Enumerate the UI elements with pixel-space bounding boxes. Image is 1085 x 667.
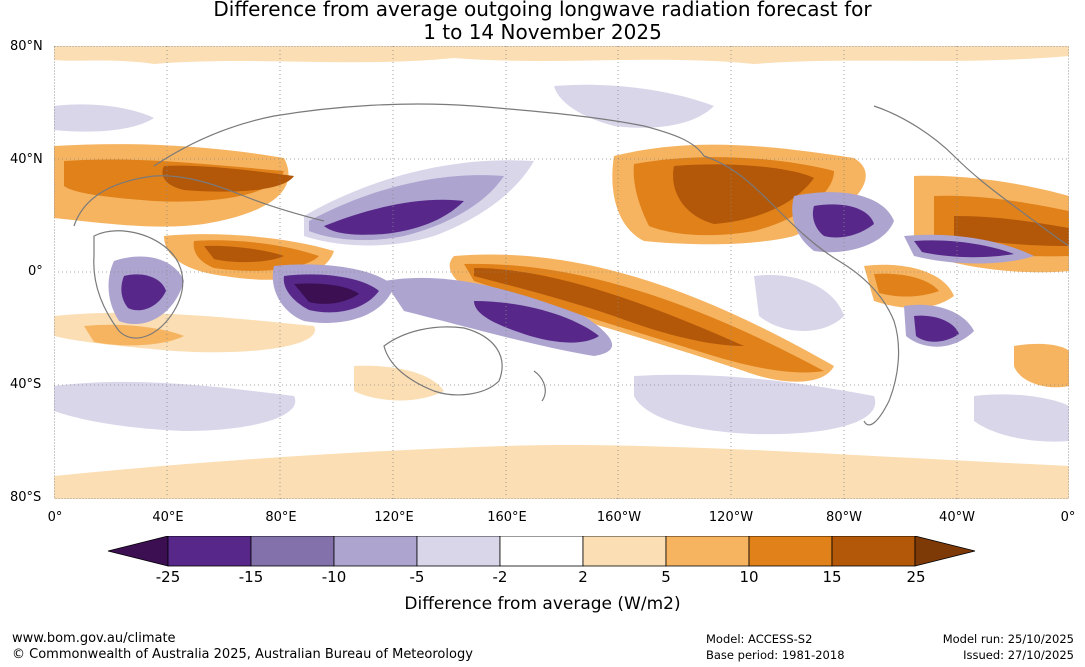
lon-label-0-left: 0° — [47, 510, 63, 525]
colorbar-label: Difference from average (W/m2) — [404, 594, 681, 614]
colorbar-segment-4 — [499, 536, 584, 567]
colorbar-segment-8 — [831, 536, 916, 567]
lon-label-0-right: 0° — [1060, 510, 1076, 525]
footer-model-run: Model run: 25/10/2025 — [942, 632, 1074, 646]
lat-label-40n: 40°N — [10, 152, 43, 167]
colorbar-tick-10: 10 — [739, 568, 759, 586]
colorbar-tick-5: 5 — [661, 568, 671, 586]
colorbar — [107, 536, 976, 567]
lon-label-80w: 80°W — [826, 510, 862, 525]
lon-label-120e: 120°E — [374, 510, 414, 525]
lon-label-40w: 40°W — [939, 510, 975, 525]
lon-label-120w: 120°W — [708, 510, 754, 525]
footer-issued: Issued: 27/10/2025 — [963, 648, 1074, 662]
colorbar-segment-3 — [416, 536, 501, 567]
coastlines — [73, 103, 1069, 426]
colorbar-tick-neg2: -2 — [492, 568, 508, 586]
footer-base-period: Base period: 1981-2018 — [706, 648, 845, 662]
colorbar-tick-neg10: -10 — [321, 568, 347, 586]
lon-label-40e: 40°E — [152, 510, 184, 525]
colorbar-extend-high — [914, 536, 976, 567]
colorbar-tick-neg15: -15 — [238, 568, 264, 586]
lon-label-160w: 160°W — [596, 510, 642, 525]
colorbar-segment-1 — [250, 536, 335, 567]
footer-model: Model: ACCESS-S2 — [706, 632, 813, 646]
lat-label-0: 0° — [28, 264, 43, 279]
colorbar-tick-25: 25 — [906, 568, 926, 586]
olr-anomaly-map — [54, 46, 1069, 499]
colorbar-segment-7 — [748, 536, 833, 567]
map-title-line1: Difference from average outgoing longwav… — [213, 0, 872, 21]
colorbar-segment-2 — [333, 536, 418, 567]
map-title-line2: 1 to 14 November 2025 — [423, 20, 662, 44]
colorbar-segment-5 — [582, 536, 667, 567]
lat-label-80n: 80°N — [10, 39, 43, 54]
colorbar-tick-neg5: -5 — [409, 568, 425, 586]
footer-copyright: © Commonwealth of Australia 2025, Austra… — [12, 647, 473, 662]
colorbar-tick-15: 15 — [822, 568, 842, 586]
colorbar-tick-neg25: -25 — [155, 568, 181, 586]
colorbar-extend-low — [107, 536, 169, 567]
lon-label-160e: 160°E — [487, 510, 527, 525]
colorbar-segment-6 — [665, 536, 750, 567]
colorbar-tick-2: 2 — [578, 568, 588, 586]
footer-url: www.bom.gov.au/climate — [12, 631, 176, 646]
lat-label-40s: 40°S — [10, 377, 42, 392]
anomaly-fields — [54, 46, 1069, 499]
colorbar-segment-0 — [167, 536, 252, 567]
lon-label-80e: 80°E — [265, 510, 297, 525]
lat-label-80s: 80°S — [10, 490, 42, 505]
